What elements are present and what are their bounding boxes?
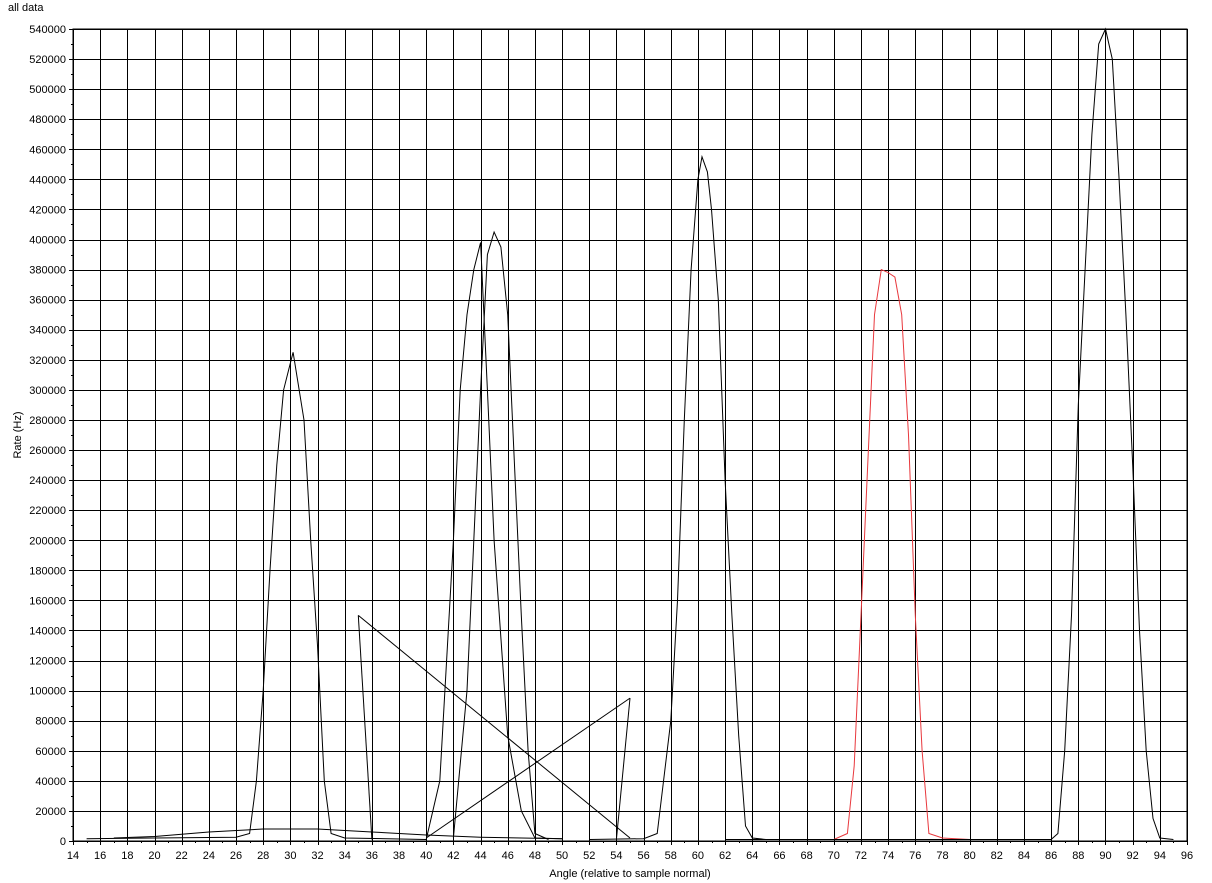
x-tick-label: 18	[121, 850, 133, 862]
y-tick-label: 160000	[29, 595, 66, 607]
series-line-3	[357, 615, 631, 839]
series-line-1	[113, 828, 563, 840]
x-tick-label: 30	[284, 850, 296, 862]
y-tick-label: 400000	[29, 235, 66, 247]
x-tick-label: 70	[828, 850, 840, 862]
series-line-5	[425, 697, 631, 839]
x-tick-label: 80	[964, 850, 976, 862]
series-line-7	[615, 698, 631, 840]
x-tick-label: 48	[529, 850, 541, 862]
plot-frame	[72, 28, 1188, 842]
y-tick-label: 80000	[35, 716, 66, 728]
y-tick-label: 40000	[35, 776, 66, 788]
y-axis-label: Rate (Hz)	[12, 411, 24, 458]
chart-title: all data	[8, 2, 44, 14]
y-tick-label: 60000	[35, 746, 66, 758]
x-tick-label: 36	[366, 850, 378, 862]
y-tick-label: 540000	[29, 24, 66, 36]
x-tick-label: 92	[1127, 850, 1139, 862]
y-tick-label: 120000	[29, 656, 66, 668]
x-tick-label: 32	[311, 850, 323, 862]
x-tick-label: 66	[773, 850, 785, 862]
x-tick-label: 22	[176, 850, 188, 862]
y-tick-label: 500000	[29, 84, 66, 96]
x-tick-label: 86	[1045, 850, 1057, 862]
x-tick-label: 46	[502, 850, 514, 862]
series-line-2	[357, 615, 373, 840]
y-tick-label: 100000	[29, 686, 66, 698]
y-tick-label: 0	[60, 836, 66, 848]
y-tick-label: 480000	[29, 114, 66, 126]
y-tick-label: 460000	[29, 144, 66, 156]
x-tick-label: 58	[665, 850, 677, 862]
y-tick-label: 340000	[29, 325, 66, 337]
x-tick-label: 14	[67, 850, 79, 862]
y-tick-label: 280000	[29, 415, 66, 427]
x-tick-label: 54	[610, 850, 622, 862]
x-tick-label: 76	[909, 850, 921, 862]
series-line-6	[452, 230, 549, 840]
x-tick-label: 34	[339, 850, 351, 862]
x-tick-label: 78	[936, 850, 948, 862]
y-tick-label: 440000	[29, 174, 66, 186]
grid	[72, 28, 1188, 842]
x-tick-label: 94	[1154, 850, 1166, 862]
x-tick-label: 82	[991, 850, 1003, 862]
x-tick-label: 38	[393, 850, 405, 862]
x-tick-label: 50	[556, 850, 568, 862]
x-tick-label: 72	[855, 850, 867, 862]
y-tick-label: 360000	[29, 295, 66, 307]
series-line-8	[589, 154, 766, 840]
x-tick-label: 62	[719, 850, 731, 862]
x-tick-label: 60	[692, 850, 704, 862]
series-line-10	[725, 27, 1174, 840]
x-tick-label: 16	[94, 850, 106, 862]
y-tick-label: 140000	[29, 625, 66, 637]
y-tick-label: 300000	[29, 385, 66, 397]
y-tick-label: 200000	[29, 535, 66, 547]
series-line-0	[86, 352, 427, 840]
x-tick-label: 90	[1099, 850, 1111, 862]
y-tick-label: 420000	[29, 204, 66, 216]
y-tick-label: 260000	[29, 445, 66, 457]
x-tick-label: 52	[583, 850, 595, 862]
y-tick-label: 240000	[29, 475, 66, 487]
x-axis-ticks: 14 16 18 20 22 24 26 28 30 32 34 36 38 40 42 44 46 48 50 52…	[67, 841, 1193, 862]
x-tick-label: 56	[637, 850, 649, 862]
y-tick-label: 180000	[29, 565, 66, 577]
series-line-4	[425, 242, 563, 840]
x-tick-label: 20	[148, 850, 160, 862]
x-tick-label: 68	[800, 850, 812, 862]
x-tick-label: 84	[1018, 850, 1030, 862]
x-tick-label: 40	[420, 850, 432, 862]
x-tick-label: 26	[230, 850, 242, 862]
x-tick-label: 64	[746, 850, 758, 862]
y-tick-label: 380000	[29, 265, 66, 277]
x-axis-label: Angle (relative to sample normal)	[549, 868, 710, 880]
series-line-9	[833, 268, 970, 840]
x-tick-label: 74	[882, 850, 894, 862]
x-tick-label: 96	[1181, 850, 1193, 862]
y-tick-label: 20000	[35, 806, 66, 818]
y-tick-label: 220000	[29, 505, 66, 517]
x-tick-label: 42	[447, 850, 459, 862]
x-tick-label: 24	[203, 850, 215, 862]
y-tick-label: 520000	[29, 54, 66, 66]
y-tick-label: 320000	[29, 355, 66, 367]
x-tick-label: 88	[1072, 850, 1084, 862]
series-layer	[86, 27, 1174, 840]
x-tick-label: 44	[474, 850, 486, 862]
x-tick-label: 28	[257, 850, 269, 862]
y-axis-ticks: 0 20000 40000 60000 80000 100000 120000 140000 1…	[29, 24, 73, 848]
